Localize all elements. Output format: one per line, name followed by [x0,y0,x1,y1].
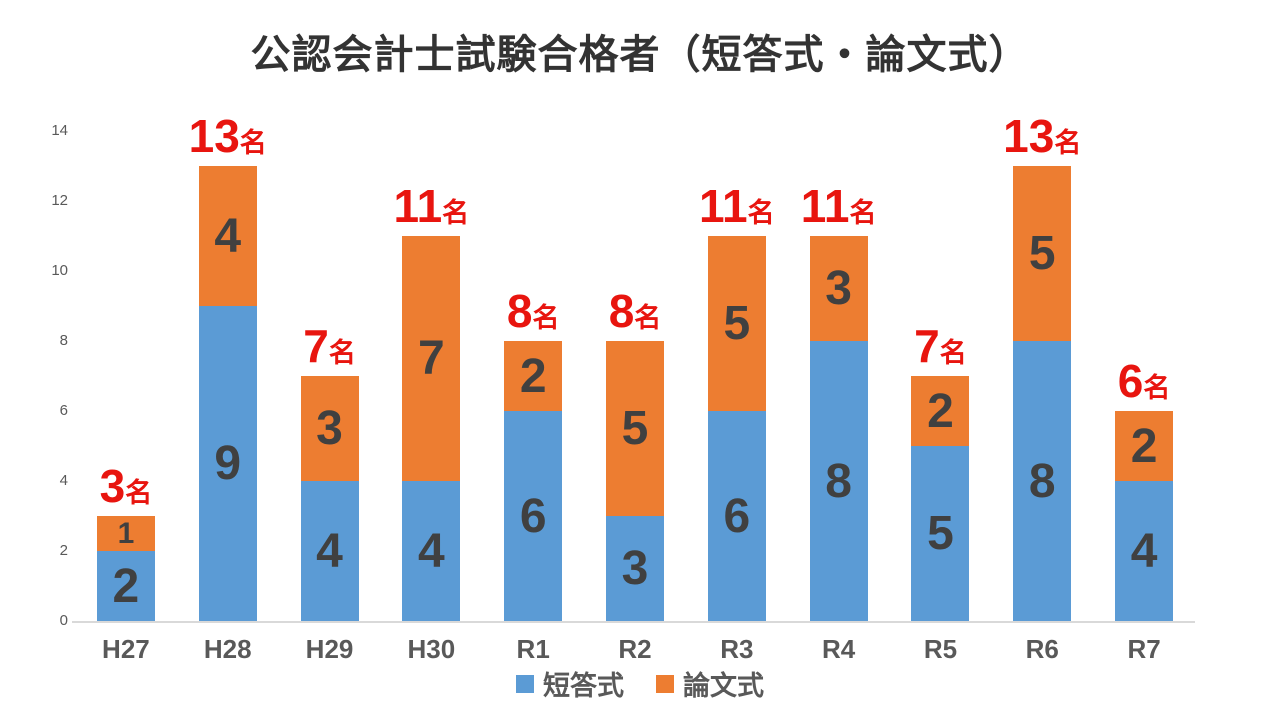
total-value: 8 [608,285,635,337]
y-axis-tick-label: 14 [51,122,68,139]
total-value: 3 [99,460,126,512]
x-axis-category-label: R6 [1025,634,1059,664]
total-value: 13 [1003,110,1055,162]
bar-segment-essay: 7 [402,236,461,481]
bar-segment-short-answer: 8 [1013,341,1072,621]
legend-item-essay: 論文式 [656,664,764,703]
bar-segment-short-answer: 4 [1115,481,1174,621]
total-label: 13名 [128,110,328,174]
legend-label-essay: 論文式 [683,671,764,701]
total-suffix: 名 [328,338,356,368]
total-label: 11名 [739,180,939,244]
total-value: 7 [914,320,940,372]
x-axis-category-label: R5 [923,634,958,664]
total-suffix: 名 [125,478,153,508]
total-suffix: 名 [849,198,877,228]
total-label: 11名 [637,180,837,244]
total-label: 13名 [942,110,1142,174]
y-axis-tick-label: 12 [51,192,68,209]
x-axis-line [72,621,1195,623]
bar-segment-short-answer: 4 [300,481,359,621]
bar-segment-essay: 5 [707,236,766,411]
x-axis-category-label: H27 [102,634,150,664]
bar-segment-short-answer: 9 [198,306,257,621]
x-axis-category-label: R3 [720,634,754,664]
bar-segment-essay: 5 [1013,166,1072,341]
bar-segment-essay: 3 [809,236,868,341]
y-axis-tick-label: 6 [59,402,68,419]
bar-segment-short-answer: 4 [402,481,461,621]
bar-segment-short-answer: 6 [707,411,766,621]
chart-title: 公認会計士試験合格者（短答式・論文式） [250,33,1030,77]
bar-segment-essay: 2 [504,341,563,411]
total-label: 7名 [230,320,430,384]
bar-segment-essay: 2 [911,376,970,446]
bar-segment-essay: 3 [300,376,359,481]
bar-segment-short-answer: 2 [96,551,155,621]
total-suffix: 名 [1143,373,1171,403]
x-axis-category-label: H28 [203,634,252,664]
bar-segment-short-answer: 8 [809,341,868,621]
x-axis-category-label: R2 [618,634,652,664]
y-axis-tick-label: 0 [59,612,68,629]
total-label: 7名 [840,320,1040,384]
y-axis-tick-label: 4 [59,472,68,489]
total-value: 11 [800,180,850,232]
total-suffix: 名 [747,198,775,228]
total-label: 3名 [26,460,226,524]
total-suffix: 名 [1054,128,1082,158]
total-value: 11 [393,180,443,232]
x-axis-category-label: H30 [407,634,456,664]
total-value: 7 [303,320,329,372]
total-label: 6名 [1044,355,1244,419]
x-axis-category-label: R7 [1127,634,1161,664]
y-axis-tick-label: 10 [51,262,68,279]
total-suffix: 名 [532,303,560,333]
bar-segment-essay: 2 [1115,411,1174,481]
bar-segment-short-answer: 3 [606,516,664,621]
legend-swatch-essay-icon [656,674,674,693]
legend: 短答式 論文式 [0,664,1280,703]
x-axis-category-label: R1 [516,634,550,664]
legend-item-short-answer: 短答式 [516,664,624,703]
total-label: 11名 [331,180,531,244]
total-value: 8 [506,285,533,337]
legend-label-short-answer: 短答式 [543,671,624,701]
total-value: 11 [698,180,748,232]
bar-segment-short-answer: 5 [911,446,970,621]
total-suffix: 名 [939,338,967,368]
total-value: 13 [188,110,240,162]
bar-segment-short-answer: 6 [504,411,563,621]
total-label: 8名 [535,285,735,349]
x-axis-category-label: R4 [822,634,856,664]
total-label: 8名 [433,285,633,349]
legend-swatch-short-answer-icon [516,674,534,693]
bar-segment-essay: 1 [96,516,155,551]
y-axis-tick-label: 8 [59,332,68,349]
total-suffix: 名 [442,198,470,228]
x-axis-category-label: H29 [305,634,354,664]
y-axis-tick-label: 2 [59,542,68,559]
total-suffix: 名 [239,128,267,158]
bar-segment-essay: 5 [606,341,664,516]
total-suffix: 名 [634,303,662,333]
total-value: 6 [1117,355,1144,407]
bar-segment-essay: 4 [198,166,257,306]
